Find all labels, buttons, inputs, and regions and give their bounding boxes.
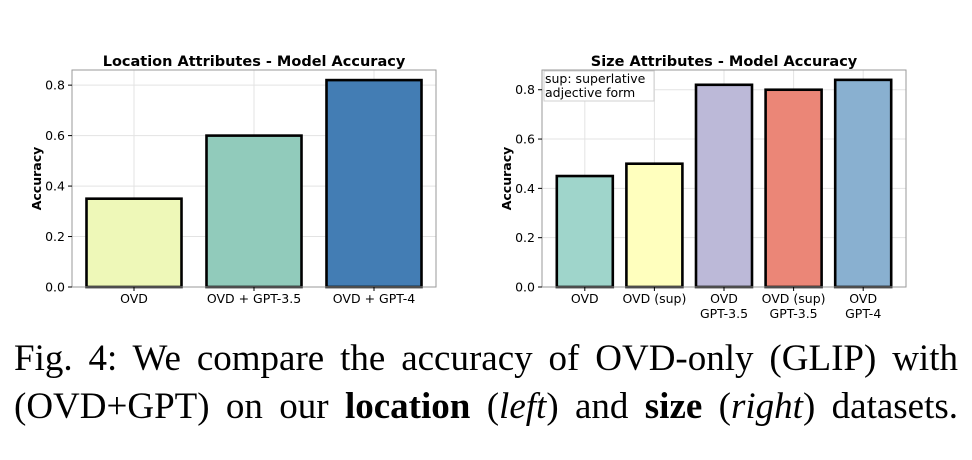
y-axis-label: Accuracy bbox=[499, 147, 514, 211]
x-tick-label: OVD bbox=[849, 291, 877, 306]
y-axis-label: Accuracy bbox=[29, 147, 44, 211]
caption-segment: location bbox=[344, 386, 471, 427]
x-tick-label: GPT-3.5 bbox=[770, 306, 818, 321]
x-tick-label: OVD (sup) bbox=[622, 291, 686, 306]
bar bbox=[85, 197, 183, 289]
x-tick-label: OVD bbox=[710, 291, 738, 306]
caption-segment: ( bbox=[702, 386, 731, 427]
caption-segment: left bbox=[499, 386, 547, 427]
annotation-text: adjective form bbox=[545, 85, 635, 100]
x-tick-label: OVD + GPT-4 bbox=[333, 291, 415, 306]
figure: 0.0 0.2 0.4 0.6 0.8 OVD OVD + GPT-3.5 OVD + GPT… bbox=[29, 54, 907, 321]
y-tick-label: 0.2 bbox=[45, 229, 65, 244]
y-tick-label: 0.8 bbox=[45, 78, 65, 93]
caption-segment: (OVD+GPT) on our bbox=[14, 386, 345, 427]
bar bbox=[325, 78, 423, 289]
chart-title: Location Attributes - Model Accuracy bbox=[103, 54, 406, 70]
annotation-text: sup: superlative bbox=[545, 71, 646, 86]
y-tick-label: 0.4 bbox=[515, 181, 535, 196]
x-tick-label: OVD + GPT-3.5 bbox=[207, 291, 301, 306]
y-tick-label: 0.0 bbox=[45, 280, 65, 295]
bar bbox=[555, 174, 615, 289]
y-tick-label: 0.6 bbox=[45, 128, 65, 143]
chart-location: 0.0 0.2 0.4 0.6 0.8 OVD OVD + GPT-3.5 OVD + GPT… bbox=[29, 54, 437, 306]
y-tick-label: 0.4 bbox=[45, 179, 65, 194]
annotation-box bbox=[543, 70, 655, 102]
chart-title: Size Attributes - Model Accuracy bbox=[591, 54, 858, 70]
caption-segment: ) and bbox=[546, 386, 645, 427]
bar bbox=[764, 88, 823, 289]
x-tick-label: GPT-4 bbox=[845, 306, 881, 321]
x-tick-label: OVD bbox=[571, 291, 599, 306]
x-tick-label: GPT-3.5 bbox=[700, 306, 748, 321]
y-tick-label: 0.8 bbox=[515, 82, 535, 97]
caption-line-2: (OVD+GPT) on our location (left) and siz… bbox=[14, 383, 958, 431]
bar bbox=[833, 78, 893, 289]
caption-segment: ) datasets. bbox=[802, 386, 959, 427]
x-tick-label: OVD (sup) bbox=[762, 291, 826, 306]
caption-line-1: Fig. 4: We compare the accuracy of OVD-o… bbox=[14, 338, 958, 379]
y-tick-label: 0.2 bbox=[515, 230, 535, 245]
caption-segment: ( bbox=[470, 386, 500, 427]
x-tick-label: OVD bbox=[120, 291, 148, 306]
y-tick-label: 0.0 bbox=[515, 280, 535, 295]
figure-caption: Fig. 4: We compare the accuracy of OVD-o… bbox=[14, 335, 958, 431]
caption-segment: right bbox=[731, 386, 803, 427]
bar bbox=[205, 134, 303, 289]
caption-segment: size bbox=[644, 386, 703, 427]
y-tick-label: 0.6 bbox=[515, 132, 535, 147]
bar bbox=[625, 162, 684, 289]
bar bbox=[694, 83, 754, 289]
